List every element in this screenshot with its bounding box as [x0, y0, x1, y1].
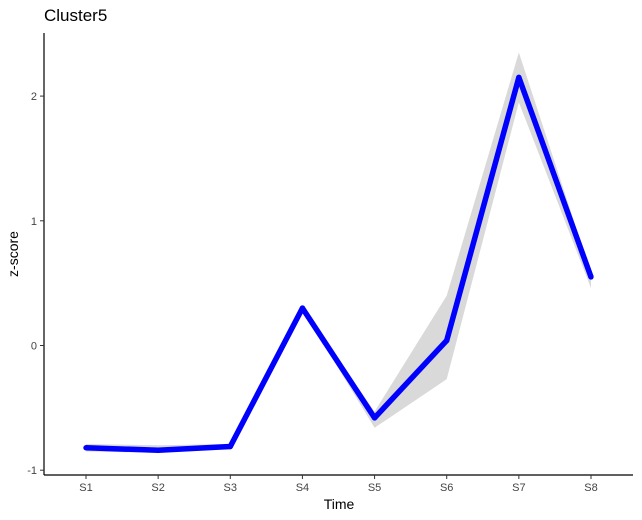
y-tick-label: 1	[31, 216, 37, 228]
x-tick-label: S7	[512, 482, 525, 494]
y-tick-label: 0	[31, 341, 37, 353]
x-tick-label: S4	[296, 482, 309, 494]
x-tick-label: S6	[440, 482, 453, 494]
series-line	[85, 74, 594, 453]
confidence-ribbon	[86, 52, 591, 453]
data-point	[155, 447, 161, 453]
y-tick-label: -1	[27, 465, 37, 477]
x-tick-label: S2	[151, 482, 164, 494]
y-axis-title: z-score	[5, 231, 21, 277]
data-point	[444, 337, 450, 344]
chart-title: Cluster5	[44, 6, 107, 25]
x-axis-title: Time	[324, 496, 355, 512]
data-point	[516, 74, 522, 81]
data-point	[83, 445, 89, 451]
data-point	[227, 443, 233, 450]
data-point	[371, 415, 378, 421]
data-point	[588, 274, 594, 280]
x-tick-label: S5	[368, 482, 381, 494]
x-tick-label: S1	[79, 482, 92, 494]
x-tick-label: S8	[584, 482, 597, 494]
data-point	[299, 305, 306, 311]
plot-area: -1 0 1 2 S1 S2 S3 S4 S5 S6 S7 S8	[27, 33, 633, 494]
y-tick-label: 2	[31, 91, 37, 103]
x-tick-label: S3	[224, 482, 237, 494]
